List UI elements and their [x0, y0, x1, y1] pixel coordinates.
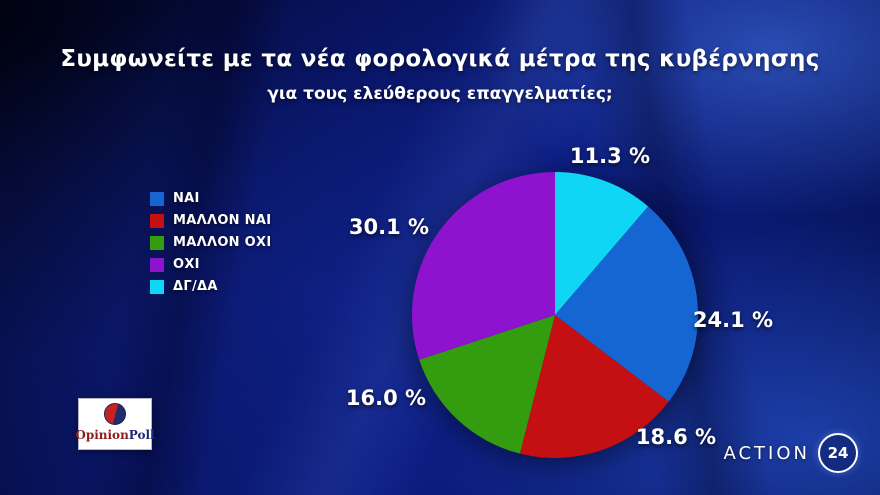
- pie-slice-3: [419, 315, 555, 454]
- legend-item-dgda: ΔΓ/ΔΑ: [150, 279, 272, 294]
- pct-label-nai: 24.1 %: [692, 308, 774, 332]
- legend-label-nai: ΝΑΙ: [173, 191, 200, 206]
- action24-number: 24: [827, 444, 849, 462]
- pie-slice-4: [411, 171, 555, 360]
- legend-item-oxi: ΟΧΙ: [150, 257, 272, 272]
- opinionpoll-wordmark: OpinionPoll: [75, 428, 154, 442]
- legend-label-mallon-nai: ΜΑΛΛΟΝ ΝΑΙ: [173, 213, 272, 228]
- opinionpoll-globe-icon: [104, 403, 126, 425]
- pct-label-oxi: 30.1 %: [348, 215, 430, 239]
- legend-swatch-dgda: [150, 279, 164, 294]
- opinionpoll-logo: OpinionPoll: [75, 398, 155, 450]
- pie-svg: [411, 171, 698, 459]
- legend-item-mallon-nai: ΜΑΛΛΟΝ ΝΑΙ: [150, 213, 272, 228]
- chart-title: Συμφωνείτε με τα νέα φορολογικά μέτρα τη…: [60, 46, 820, 72]
- chart-subtitle: για τους ελεύθερους επαγγελματίες;: [267, 84, 613, 104]
- pie-slice-2: [519, 315, 669, 459]
- pie-chart: [411, 171, 698, 459]
- opinionpoll-word-opinion: Opinion: [75, 428, 129, 442]
- pct-label-mallon-nai: 18.6 %: [635, 425, 717, 449]
- legend-swatch-mallon-oxi: [150, 235, 164, 250]
- legend-swatch-nai: [150, 191, 164, 206]
- pct-label-dgda: 11.3 %: [569, 144, 651, 168]
- legend-label-dgda: ΔΓ/ΔΑ: [173, 279, 218, 294]
- action24-circle-icon: 24: [818, 433, 858, 473]
- legend-label-mallon-oxi: ΜΑΛΛΟΝ ΟΧΙ: [173, 235, 272, 250]
- action24-logo: ACTION 24: [723, 433, 858, 473]
- opinionpoll-word-poll: Poll: [128, 428, 155, 442]
- pie-slice-5: [555, 172, 649, 315]
- legend-swatch-mallon-nai: [150, 213, 164, 228]
- action24-wordmark: ACTION: [723, 442, 810, 464]
- legend-label-oxi: ΟΧΙ: [173, 257, 200, 272]
- legend: ΝΑΙ ΜΑΛΛΟΝ ΝΑΙ ΜΑΛΛΟΝ ΟΧΙ ΟΧΙ ΔΓ/ΔΑ: [150, 191, 272, 294]
- legend-swatch-oxi: [150, 257, 164, 272]
- pct-label-mallon-oxi: 16.0 %: [345, 386, 427, 410]
- pie-slice-1: [555, 206, 698, 402]
- legend-item-mallon-oxi: ΜΑΛΛΟΝ ΟΧΙ: [150, 235, 272, 250]
- legend-item-nai: ΝΑΙ: [150, 191, 272, 206]
